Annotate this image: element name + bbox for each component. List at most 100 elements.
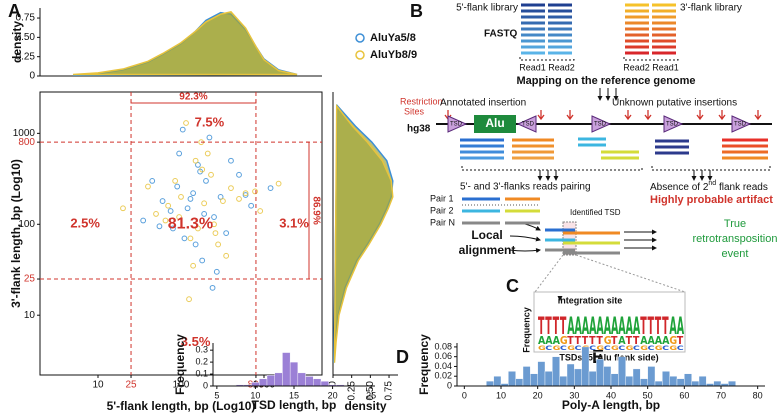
- point: [120, 205, 126, 212]
- logo-letter: G: [655, 344, 663, 352]
- point: [190, 190, 197, 197]
- logo-letter: G: [596, 344, 604, 352]
- logo-letter: T: [582, 334, 588, 347]
- logo-letter: A: [648, 334, 655, 347]
- point: [199, 166, 206, 173]
- point: [223, 252, 230, 259]
- density-curve: [72, 11, 298, 76]
- point: [201, 211, 208, 217]
- logo-letter: T: [611, 334, 617, 347]
- x-tick-label: 50: [643, 390, 653, 400]
- x-tick-label: 0.50: [365, 381, 376, 401]
- logo-letter: C: [618, 344, 625, 352]
- panel-label: B: [410, 1, 423, 21]
- legend-marker: [355, 33, 365, 43]
- y-tick-label: 0.2: [195, 356, 208, 366]
- tsd-marker-label: TSD: [450, 122, 463, 128]
- bar: [282, 352, 291, 387]
- library-label: 3'-flank library: [680, 3, 742, 14]
- point: [187, 235, 194, 242]
- bar: [313, 378, 322, 387]
- x-axis-label: density: [344, 399, 386, 413]
- tsd-label: Identified TSD: [570, 208, 621, 217]
- y-tick-label: 0: [447, 380, 452, 390]
- pair-label: Pair N: [430, 217, 455, 227]
- y-tick-label: 0: [29, 71, 35, 82]
- logo-letter: A: [538, 334, 545, 347]
- point: [165, 202, 172, 209]
- pair-label: Pair 1: [430, 193, 454, 203]
- bar: [493, 376, 502, 387]
- point: [145, 183, 151, 190]
- logo-letter: C: [604, 344, 611, 352]
- point: [275, 180, 282, 187]
- bar: [486, 380, 494, 387]
- x-tick-label: 70: [716, 390, 726, 400]
- point: [201, 200, 208, 207]
- point: [140, 217, 147, 224]
- logo-letter: G: [553, 344, 561, 352]
- quadrant-label: 3.1%: [279, 216, 309, 231]
- logo-letter: A: [582, 313, 590, 341]
- event-label: True: [724, 218, 746, 230]
- logo-letter: A: [640, 334, 647, 347]
- x-tick-label: 10: [250, 390, 260, 400]
- point: [190, 262, 197, 269]
- logo-letter: G: [560, 334, 568, 347]
- pairing-label: 5'- and 3'-flanks reads pairing: [460, 182, 591, 193]
- logo-letter: A: [655, 334, 662, 347]
- logo-letter: G: [604, 334, 612, 347]
- y-tick-label: 0.75: [16, 13, 36, 24]
- point: [208, 171, 214, 178]
- bar: [544, 371, 553, 387]
- y-tick-label: 0.25: [16, 51, 36, 62]
- genome-label: hg38: [407, 124, 431, 135]
- point: [257, 208, 264, 214]
- point: [172, 178, 179, 184]
- tsd-marker: [731, 115, 752, 133]
- logo-letter: C: [648, 344, 655, 352]
- bar: [266, 375, 275, 387]
- bar: [559, 376, 568, 387]
- bar: [574, 368, 582, 387]
- point: [242, 190, 249, 197]
- point: [159, 198, 166, 204]
- bar: [566, 363, 575, 387]
- y-tick-label: 0.04: [434, 361, 452, 371]
- logo-letter: C: [545, 344, 552, 352]
- reads-label: Read1 Read2: [519, 62, 575, 72]
- density-curve: [333, 103, 394, 363]
- bar: [610, 373, 619, 387]
- bar: [530, 373, 538, 387]
- logo-letter: G: [626, 344, 634, 352]
- point: [211, 221, 217, 228]
- restriction-arrow: [754, 110, 762, 121]
- logo-letter: T: [596, 334, 602, 347]
- logo-letter: T: [633, 334, 639, 347]
- legend-label: AluYb8/9: [370, 49, 417, 61]
- tsd-marker-label: TSD: [666, 122, 679, 128]
- y-axis-label: 3'-flank length, bp (Log10): [9, 159, 23, 308]
- restriction-arrow: [718, 110, 726, 121]
- point: [181, 235, 188, 242]
- point: [236, 171, 242, 178]
- logo-letter: A: [669, 313, 677, 341]
- y-axis-label: density: [10, 21, 24, 63]
- bar: [289, 361, 299, 387]
- y-axis-label: Frequency: [173, 334, 187, 395]
- legend-marker: [355, 50, 365, 60]
- point: [176, 214, 183, 220]
- y-tick-label: 25: [24, 274, 36, 285]
- logo-letter: C: [575, 344, 582, 352]
- x-tick-label: 5: [214, 390, 219, 400]
- event-label: event: [722, 248, 749, 260]
- bar: [647, 366, 656, 387]
- panel-label: C: [506, 276, 519, 296]
- logo-letter: T: [567, 334, 573, 347]
- x-tick-label: 0: [328, 381, 339, 387]
- logo-letter: A: [567, 313, 575, 341]
- point: [252, 188, 258, 195]
- x-tick-label: 0.75: [384, 381, 395, 401]
- logo-letter: A: [618, 334, 625, 347]
- y-tick-label: 10: [24, 310, 36, 321]
